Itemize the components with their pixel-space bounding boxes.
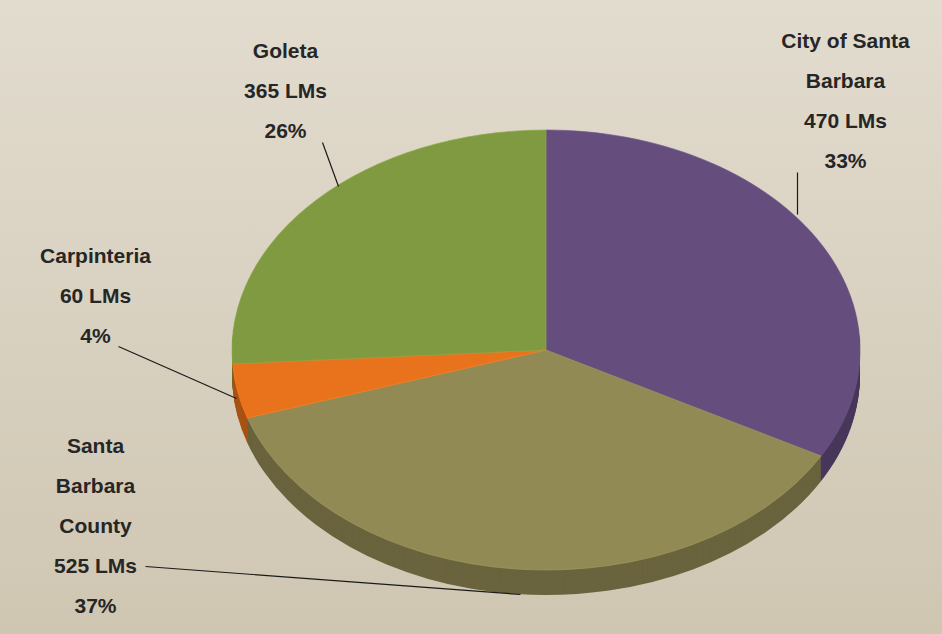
svg-text:Goleta365 LMs26%: Goleta365 LMs26%	[244, 39, 327, 142]
svg-text:Carpinteria60 LMs4%: Carpinteria60 LMs4%	[40, 244, 151, 347]
svg-text:SantaBarbaraCounty525 LMs37%: SantaBarbaraCounty525 LMs37%	[54, 434, 137, 617]
svg-text:City of SantaBarbara470 LMs33%: City of SantaBarbara470 LMs33%	[781, 29, 910, 172]
